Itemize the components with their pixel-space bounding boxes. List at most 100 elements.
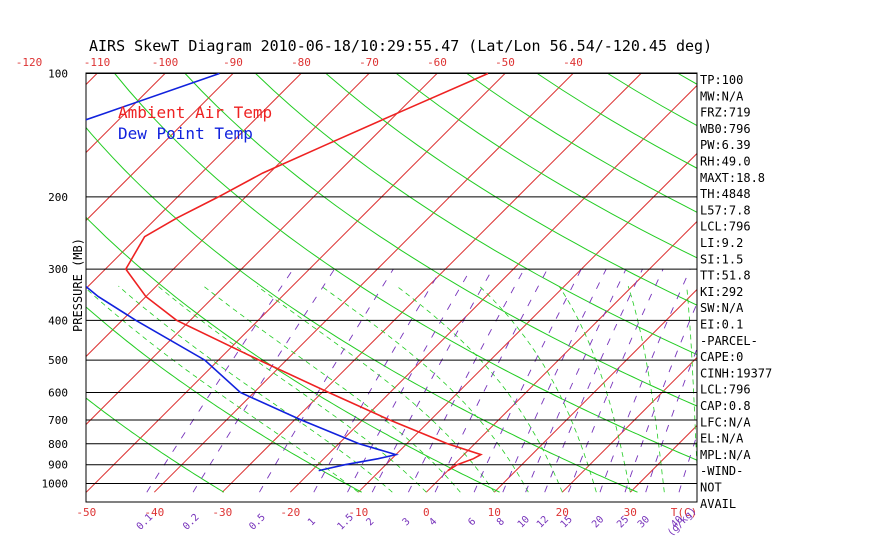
pressure-tick-label: 700 — [48, 414, 68, 427]
index-entry: TT:51.8 — [700, 269, 751, 283]
mixing-ratio-line — [371, 268, 493, 493]
mixing-ratio-line — [624, 302, 697, 493]
top-temp-tick-label: -60 — [427, 56, 447, 69]
isotherm-line — [834, 74, 870, 493]
mixing-ratio-tick-label: 12 — [535, 514, 551, 530]
mixing-ratio-tick-label: 3 — [401, 516, 413, 528]
temperature-line — [124, 73, 489, 472]
isobar-lines — [85, 72, 698, 503]
pressure-tick-label: 100 — [48, 68, 68, 81]
pressure-tick-label: 1000 — [42, 478, 69, 491]
pressure-tick-label: 400 — [48, 314, 68, 327]
isotherm-line — [0, 74, 29, 493]
isotherm-line — [289, 84, 697, 493]
index-entry: LFC:N/A — [700, 415, 751, 429]
bottom-temp-tick-label: -40 — [144, 506, 164, 519]
bottom-temp-tick-label: 20 — [556, 506, 569, 519]
moist-adiabat-line — [321, 285, 529, 493]
mixing-ratio-line — [502, 268, 607, 493]
mixing-ratio-line — [599, 268, 691, 493]
pressure-tick-label: 300 — [48, 263, 68, 276]
index-entry: LCL:796 — [700, 383, 751, 397]
index-entry: CINH:19377 — [700, 366, 772, 380]
isotherm-line — [561, 356, 697, 493]
isotherm-line — [86, 73, 166, 154]
mixing-ratio-line — [544, 268, 643, 493]
bottom-temp-tick-label: 0 — [423, 506, 430, 519]
bottom-temp-tick-label: 30 — [624, 506, 637, 519]
dry-adiabat-line — [86, 126, 638, 493]
bottom-temp-tick-label: -30 — [212, 506, 232, 519]
y-axis-label: PRESSURE (MB) — [71, 238, 85, 332]
index-entry: TP:100 — [700, 73, 743, 87]
pressure-tick-label: 200 — [48, 191, 68, 204]
index-entry: WB0:796 — [700, 122, 751, 136]
index-entry: SW:N/A — [700, 301, 744, 315]
mixing-ratio-line — [645, 347, 697, 493]
isotherm-line — [153, 73, 574, 493]
chart-legend: Ambient Air Temp Dew Point Temp — [118, 103, 272, 143]
index-entry: -PARCEL- — [700, 334, 758, 348]
mixing-ratio-line — [568, 268, 664, 493]
moist-adiabat-line — [118, 285, 393, 493]
isotherm-line — [766, 74, 870, 493]
moist-adiabat-line — [627, 285, 665, 493]
index-entry: L57:7.8 — [700, 203, 751, 217]
index-entry: LI:9.2 — [700, 236, 743, 250]
chart-title: AIRS SkewT Diagram 2010-06-18/10:29:55.4… — [89, 37, 712, 55]
index-entry: MW:N/A — [700, 89, 744, 103]
dry-adiabat-line — [325, 73, 697, 306]
index-entry: SI:1.5 — [700, 252, 743, 266]
top-temp-tick-label: -120 — [16, 56, 43, 69]
mixing-ratio-tick-label: 30 — [636, 514, 652, 530]
mixing-ratio-tick-label: 20 — [590, 514, 606, 530]
plot-grid — [0, 73, 870, 493]
index-entry: CAP:0.8 — [700, 399, 751, 413]
isotherm-line — [86, 73, 234, 222]
moist-adiabat-line — [86, 287, 359, 493]
top-temp-tick-label: -90 — [223, 56, 243, 69]
moist-adiabat-line — [396, 285, 563, 493]
legend-entry: Ambient Air Temp — [118, 103, 272, 122]
top-temp-tick-label: -40 — [563, 56, 583, 69]
dry-adiabat-line — [86, 397, 225, 493]
dry-adiabat-line — [86, 216, 500, 493]
moist-adiabat-line — [203, 285, 461, 493]
moist-adiabat-line — [686, 286, 697, 474]
bottom-temp-unit: T(C) — [671, 506, 698, 519]
isotherm-line — [86, 73, 506, 493]
isotherm-line — [357, 152, 697, 493]
series-layer — [86, 73, 489, 472]
top-temp-tick-label: -100 — [152, 56, 179, 69]
bottom-temp-tick-label: -20 — [280, 506, 300, 519]
moist-adiabat-line — [157, 285, 427, 493]
index-entry: CAPE:0 — [700, 350, 743, 364]
top-temp-tick-label: -80 — [291, 56, 311, 69]
top-temp-tick-label: -70 — [359, 56, 379, 69]
dry-adiabat-line — [184, 73, 697, 407]
index-entry: EL:N/A — [700, 432, 744, 446]
index-entry: EI:0.1 — [700, 318, 743, 332]
mixing-ratio-tick-label: 0.5 — [247, 512, 268, 533]
dry-adiabat-line — [255, 73, 697, 356]
mixing-ratio-tick-label: 2 — [364, 516, 376, 528]
index-entry: AVAIL — [700, 497, 736, 511]
isotherm-line — [698, 74, 870, 493]
mixing-ratio-line — [434, 268, 548, 493]
top-temp-tick-label: -50 — [495, 56, 515, 69]
mixing-ratio-tick-label: 8 — [495, 516, 507, 528]
index-entry: -WIND- — [700, 464, 743, 478]
index-entry: MPL:N/A — [700, 448, 751, 462]
pressure-tick-label: 900 — [48, 459, 68, 472]
dry-adiabat-line — [819, 74, 870, 493]
isotherm-line — [221, 73, 642, 493]
moist-adiabat-line — [257, 285, 495, 493]
isotherm-line — [86, 73, 438, 426]
mixing-ratio-tick-label: 10 — [516, 514, 532, 530]
mixing-ratio-line — [407, 268, 525, 493]
bottom-temp-tick-label: -10 — [348, 506, 368, 519]
dry-adiabat-line — [749, 74, 870, 493]
dry-adiabat-line — [396, 73, 697, 259]
mixing-ratio-line — [146, 268, 294, 493]
